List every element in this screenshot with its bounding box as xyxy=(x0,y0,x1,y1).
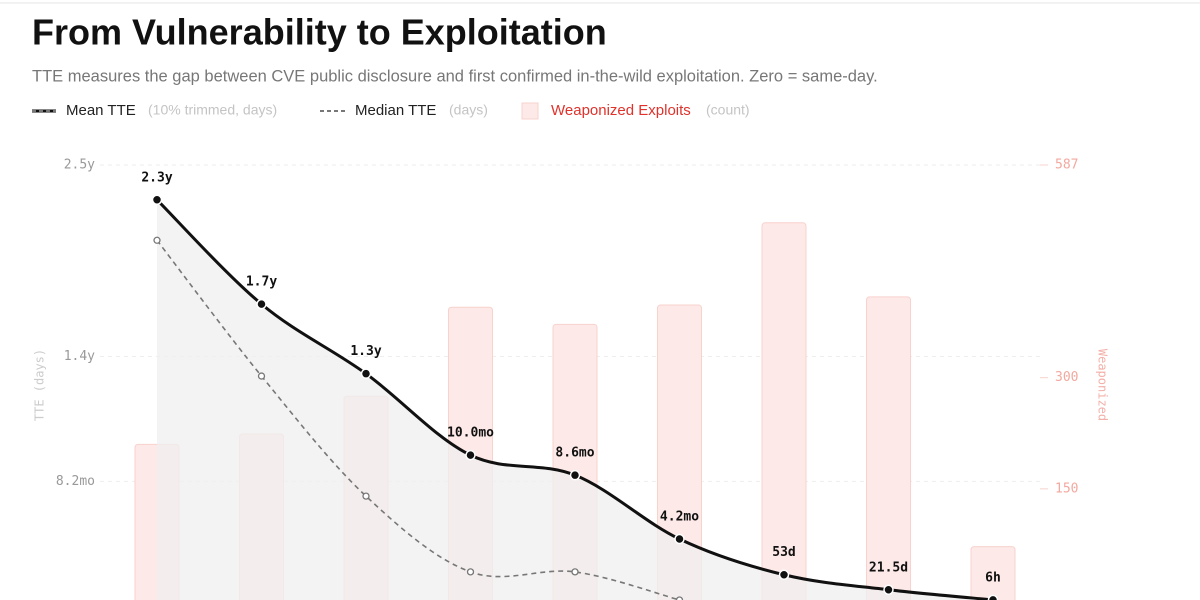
data-label: 6h xyxy=(985,570,1001,585)
mean-point xyxy=(987,594,999,600)
legend-note: (days) xyxy=(449,102,488,118)
legend-label: Weaponized Exploits xyxy=(551,102,691,119)
mean-point xyxy=(883,584,894,596)
mean-point xyxy=(569,469,581,481)
median-point xyxy=(466,568,475,576)
data-label: 2.3y xyxy=(141,170,172,185)
y2-tick-label: 150 xyxy=(1055,481,1078,496)
mean-area xyxy=(157,199,993,600)
y-tick-label: 8.2mo xyxy=(56,474,95,489)
data-label: 1.3y xyxy=(350,344,381,359)
median-point xyxy=(571,568,579,576)
mean-point xyxy=(465,449,476,461)
data-label: 21.5d xyxy=(869,560,908,575)
median-point xyxy=(675,596,684,600)
bar xyxy=(657,304,702,600)
bar xyxy=(970,546,1016,600)
data-label: 4.2mo xyxy=(660,510,699,525)
y-tick-label: 1.4y xyxy=(64,349,95,364)
legend-note: (10% trimmed, days) xyxy=(148,102,277,118)
legend-label: Median TTE xyxy=(355,102,436,119)
chart-subtitle: TTE measures the gap between CVE public … xyxy=(32,67,878,85)
y-axis-label: TTE (days) xyxy=(33,349,47,421)
bar xyxy=(866,296,911,600)
mean-point xyxy=(360,368,372,379)
mean-point xyxy=(778,569,790,580)
legend-label: Mean TTE xyxy=(66,102,136,119)
data-label: 53d xyxy=(772,545,795,560)
data-label: 8.6mo xyxy=(555,446,594,461)
legend-note: (count) xyxy=(706,102,750,118)
median-point xyxy=(153,236,161,244)
mean-point xyxy=(674,533,685,545)
chart-title: From Vulnerability to Exploitation xyxy=(32,12,607,53)
y2-tick-label: 587 xyxy=(1055,158,1078,173)
median-point xyxy=(257,372,266,380)
y2-axis-label: Weaponized xyxy=(1096,349,1110,421)
legend-swatch xyxy=(521,102,539,120)
mean-point xyxy=(151,194,163,206)
data-label: 1.7y xyxy=(246,275,277,290)
y-tick-label: 2.5y xyxy=(64,158,95,173)
y2-tick-label: 300 xyxy=(1055,370,1078,385)
data-label: 10.0mo xyxy=(447,426,494,441)
mean-point xyxy=(256,298,267,310)
bar xyxy=(761,222,807,600)
median-point xyxy=(362,492,370,500)
